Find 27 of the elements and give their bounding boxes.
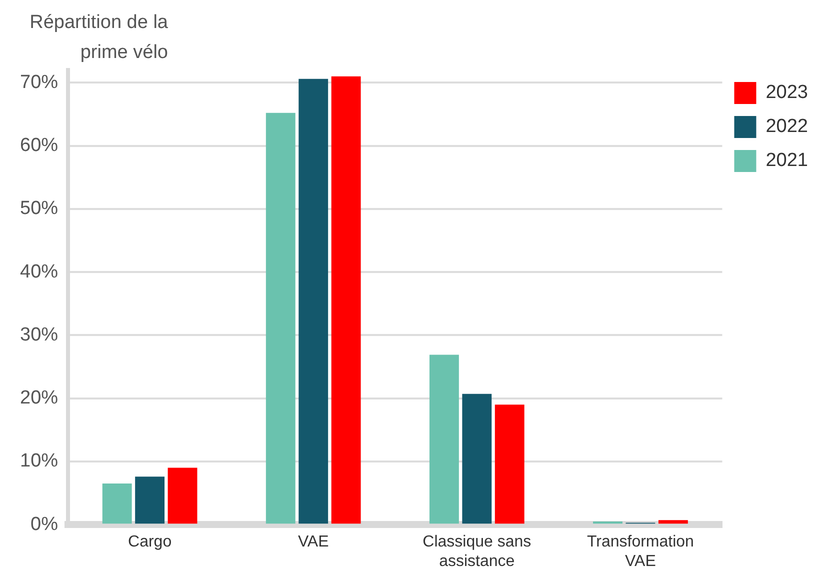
y-tick-label: 20% [20, 388, 58, 409]
bar [102, 484, 132, 524]
y-tick-label: 30% [20, 324, 58, 346]
y-tick-label: 40% [20, 261, 58, 282]
y-tick-label: 50% [20, 198, 58, 220]
bar [593, 521, 622, 524]
bar [429, 354, 459, 524]
legend-label: 2022 [766, 116, 808, 138]
legend-label: 2021 [766, 150, 808, 172]
bar [494, 404, 524, 524]
y-tick-label: 60% [20, 135, 58, 156]
x-tick-label: Transformation VAE [586, 534, 694, 570]
bar [462, 394, 492, 524]
legend-label: 2023 [766, 82, 808, 104]
bar [168, 468, 198, 524]
bar [135, 476, 165, 524]
bar [298, 78, 328, 524]
x-tick-label: Classique sans assistance [422, 534, 532, 570]
bar [658, 520, 688, 524]
y-tick-label: 10% [20, 450, 58, 472]
y-tick-label: 70% [20, 72, 58, 93]
x-tick-label: Cargo [128, 534, 172, 551]
y-tick-label: 0% [30, 514, 58, 535]
x-tick-label: VAE [298, 534, 329, 551]
y-axis-title: Répartition de la prime vélo [28, 11, 168, 65]
bar [331, 76, 361, 524]
bar [266, 112, 296, 524]
